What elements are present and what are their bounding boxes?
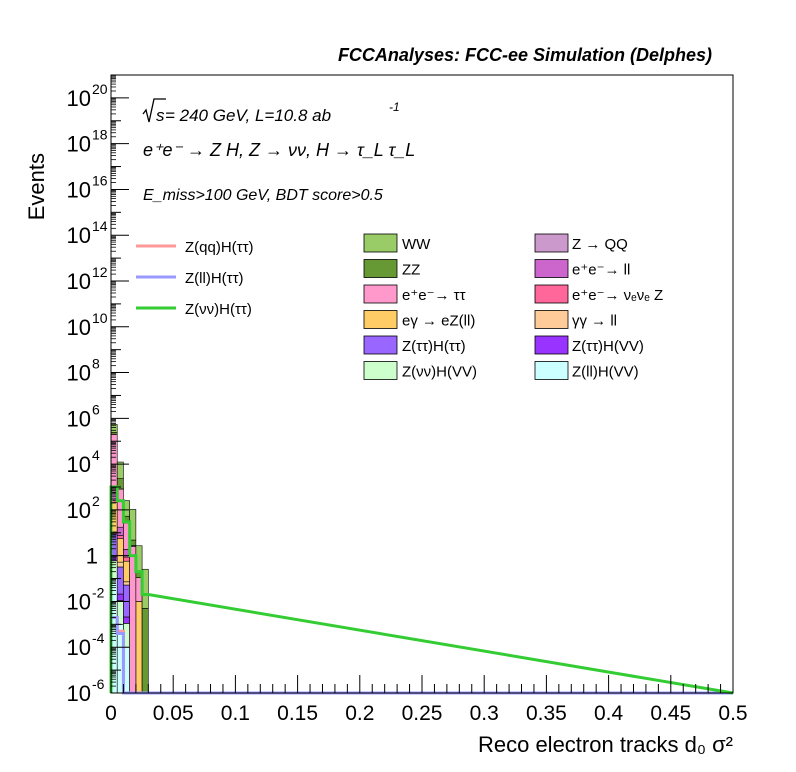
legend-label: Z(qq)H(ττ)	[185, 239, 254, 256]
legend-swatch	[534, 233, 569, 253]
x-axis-ticks: 0 0.05 0.1 0.15 0.2 0.25 0.3 0.35 0.4 0.45 0.5	[105, 675, 748, 725]
x-tick-label: 0.35	[526, 702, 567, 725]
bar-segment	[123, 556, 130, 562]
legend: Z(qq)H(ττ) Z(ll)H(ττ) Z(νν)H(ττ) WW ZZ e⁺e⁻→ …	[136, 233, 663, 381]
y-tick-exponent: 12	[92, 264, 108, 280]
legend-swatch	[534, 310, 569, 329]
legend-label: WW	[402, 236, 431, 253]
sqrt-s-label: s = 240 GeV, L=10.8 ab -1	[142, 98, 400, 125]
legend-label: Z(νν)H(ττ)	[185, 301, 252, 318]
x-axis-title: Reco electron tracks d₀ σ²	[478, 732, 733, 757]
bar-segment	[141, 608, 149, 694]
y-tick-label: 10	[67, 635, 91, 660]
bar-segment	[116, 526, 124, 536]
y-tick-label: 10	[67, 223, 91, 248]
y-tick-exponent: 6	[92, 401, 100, 417]
x-tick-label: 0.25	[402, 702, 443, 725]
y-tick-label: 10	[67, 681, 91, 706]
y-tick-label: 10	[67, 589, 91, 614]
y-tick-exponent: 16	[92, 172, 108, 188]
legend-label: e⁺e⁻→ ll	[572, 262, 630, 279]
legend-label: Z(νν)H(VV)	[402, 364, 477, 381]
histogram-bars	[110, 424, 149, 694]
y-tick-label: 10	[67, 269, 91, 294]
legend-swatch	[363, 233, 398, 253]
x-tick-label: 0.05	[153, 702, 194, 725]
legend-label: Z(ττ)H(VV)	[572, 338, 644, 355]
y-tick-label: 10	[67, 132, 91, 157]
sqrt-sign-icon	[142, 98, 166, 123]
x-tick-label: 0.1	[221, 702, 250, 725]
bar-segment	[123, 560, 130, 583]
cuts-label: E_miss>100 GeV, BDT score>0.5	[143, 187, 383, 204]
sqrt-s-text: s	[156, 106, 165, 125]
x-tick-label: 0.4	[594, 702, 624, 725]
legend-swatch	[534, 361, 569, 380]
bar-segment	[116, 593, 124, 601]
energy-lumi-text: = 240 GeV, L=10.8 ab	[165, 106, 331, 125]
bar-segment	[123, 616, 130, 624]
y-axis-title: Events	[24, 153, 49, 220]
y-tick-label: 10	[67, 86, 91, 111]
y-tick-label: 1	[86, 544, 98, 569]
legend-label: ZZ	[402, 262, 420, 279]
y-tick-label: 10	[67, 177, 91, 202]
process-label: e⁺e⁻ → Z H, Z → νν, H → τ_L τ_L	[143, 140, 415, 160]
legend-swatch	[534, 335, 569, 355]
legend-label: e⁺e⁻→ ττ	[402, 287, 466, 304]
signal-lines	[109, 485, 734, 695]
x-tick-label: 0.2	[345, 702, 374, 725]
lumi-exponent: -1	[389, 100, 400, 114]
bar-segment	[135, 601, 143, 694]
legend-label: Z(ll)H(ττ)	[185, 270, 244, 287]
y-tick-exponent: 4	[92, 447, 100, 463]
y-tick-exponent: 14	[92, 218, 108, 234]
y-tick-label: 10	[67, 406, 91, 431]
legend-label: γγ → ll	[572, 313, 617, 330]
y-tick-exponent: 20	[92, 81, 108, 97]
y-tick-exponent: 10	[92, 310, 108, 326]
legend-swatch	[363, 284, 398, 304]
legend-swatch	[363, 259, 398, 278]
legend-swatch	[363, 310, 398, 329]
legend-label: Z(ll)H(VV)	[572, 364, 639, 381]
legend-label: e⁺e⁻→ νₑνₑ Z	[572, 287, 663, 304]
y-tick-exponent: 8	[92, 356, 100, 372]
x-tick-label: 0.45	[650, 702, 691, 725]
x-tick-label: 0.5	[718, 702, 747, 725]
legend-swatch	[363, 361, 398, 380]
chart-title: FCCAnalyses: FCC-ee Simulation (Delphes)	[338, 45, 712, 65]
legend-swatch	[534, 259, 569, 278]
signal-line	[109, 485, 734, 695]
bar-segment	[116, 561, 124, 568]
y-tick-exponent: -6	[92, 676, 105, 692]
plot-frame	[110, 74, 734, 694]
x-tick-label: 0.3	[470, 702, 499, 725]
legend-label: eγ → eZ(ll)	[402, 313, 475, 330]
legend-label: Z(ττ)H(ττ)	[402, 338, 466, 355]
legend-swatch	[534, 284, 569, 304]
legend-swatch	[363, 335, 398, 355]
y-tick-label: 10	[67, 361, 91, 386]
bar-segment	[116, 538, 124, 563]
y-tick-exponent: -2	[92, 584, 105, 600]
bar-segment	[116, 461, 124, 479]
y-tick-label: 10	[67, 315, 91, 340]
bar-segment	[110, 424, 118, 433]
y-tick-label: 10	[67, 452, 91, 477]
y-tick-exponent: 2	[92, 493, 100, 509]
bar-segment	[123, 581, 130, 586]
bar-segment	[116, 535, 124, 539]
bar-segment	[116, 566, 124, 595]
x-tick-label: 0	[105, 702, 117, 725]
y-tick-label: 10	[67, 498, 91, 523]
y-tick-exponent: 18	[92, 127, 108, 143]
legend-label: Z → QQ	[572, 236, 628, 253]
y-tick-exponent: -4	[92, 630, 105, 646]
x-tick-label: 0.15	[277, 702, 318, 725]
